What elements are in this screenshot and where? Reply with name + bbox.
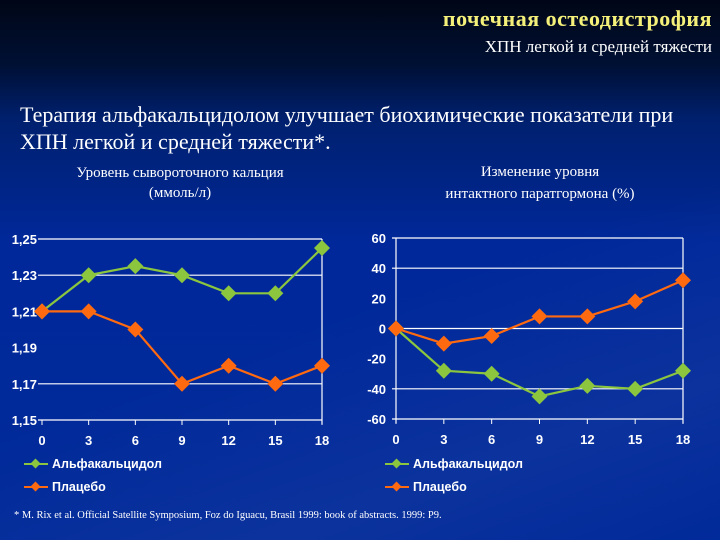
chart-title-pth: Изменение уровня интактного паратгормона… xyxy=(390,161,690,205)
x-tick-label: 3 xyxy=(85,433,92,448)
chart-pth: 60 40 20 0 -20 -40 -60 0 3 6 9 12 15 18 xyxy=(367,231,691,447)
x-tick-label: 15 xyxy=(628,432,642,447)
x-tick-label: 12 xyxy=(580,432,594,447)
y-tick-label: 1,23 xyxy=(12,268,37,283)
y-tick-label: 1,25 xyxy=(12,232,37,247)
legend-item-alfacalcidol: Альфакальцидол xyxy=(22,452,162,475)
legend-pth: Альфакальцидол Плацебо xyxy=(383,452,523,498)
legend-label: Альфакальцидол xyxy=(413,456,523,471)
y-tick-label: 20 xyxy=(372,291,386,306)
footnote: * M. Rix et al. Official Satellite Sympo… xyxy=(14,510,442,521)
legend-item-placebo: Плацебо xyxy=(383,475,523,498)
data-point-placebo xyxy=(388,320,404,337)
x-tick-label: 18 xyxy=(315,433,329,448)
data-point-alfacalcidol xyxy=(579,377,596,394)
chart-title-calcium: Уровень сывороточного кальция (ммоль/л) xyxy=(20,163,340,203)
slide-title: почечная остеодистрофия xyxy=(442,6,712,31)
legend-label: Альфакальцидол xyxy=(52,456,162,471)
legend-item-placebo: Плацебо xyxy=(22,475,162,498)
legend-marker-placebo xyxy=(22,481,50,493)
data-point-placebo xyxy=(267,375,284,392)
y-tick-label: -60 xyxy=(367,412,386,427)
data-point-alfacalcidol xyxy=(675,362,691,379)
data-point-alfacalcidol xyxy=(220,285,237,302)
headline: Терапия альфакальцидолом улучшает биохим… xyxy=(20,102,674,154)
legend-marker-placebo xyxy=(383,481,411,493)
series-line-placebo xyxy=(42,310,323,386)
x-tick-label: 0 xyxy=(392,432,399,447)
data-point-placebo xyxy=(483,328,500,345)
data-point-placebo xyxy=(435,335,452,352)
x-tick-label: 15 xyxy=(268,433,282,448)
y-tick-label: -40 xyxy=(367,382,386,397)
data-point-alfacalcidol xyxy=(314,240,330,257)
data-point-placebo xyxy=(174,375,190,392)
data-point-alfacalcidol xyxy=(435,362,452,379)
x-tick-label: 0 xyxy=(38,433,45,448)
legend-label: Плацебо xyxy=(52,479,106,494)
data-point-placebo xyxy=(127,321,144,338)
legend-marker-alfacalcidol xyxy=(383,458,411,470)
data-point-alfacalcidol xyxy=(483,365,500,382)
y-tick-label: 1,15 xyxy=(12,413,37,428)
data-point-placebo xyxy=(34,303,50,320)
x-tick-label: 12 xyxy=(221,433,235,448)
y-tick-label: 40 xyxy=(372,261,386,276)
chart-title-calcium-line2: (ммоль/л) xyxy=(148,185,212,201)
y-tick-label: 0 xyxy=(379,322,386,337)
data-point-placebo xyxy=(220,357,237,374)
x-tick-label: 18 xyxy=(676,432,690,447)
data-point-alfacalcidol xyxy=(627,380,644,397)
data-point-alfacalcidol xyxy=(80,267,97,284)
chart-title-calcium-line1: Уровень сывороточного кальция xyxy=(76,165,284,181)
y-tick-label: -20 xyxy=(367,352,386,367)
x-tick-label: 9 xyxy=(536,432,543,447)
data-point-placebo xyxy=(675,272,691,289)
data-point-alfacalcidol xyxy=(267,285,284,302)
x-tick-label: 6 xyxy=(132,433,139,448)
x-tick-label: 3 xyxy=(440,432,447,447)
data-point-placebo xyxy=(531,308,548,325)
data-point-alfacalcidol xyxy=(127,258,144,275)
legend-marker-alfacalcidol xyxy=(22,458,50,470)
data-point-placebo xyxy=(314,357,330,374)
chart-title-pth-line2: интактного паратгормона (%) xyxy=(445,186,635,202)
data-point-placebo xyxy=(579,308,596,325)
y-tick-label: 60 xyxy=(372,231,386,246)
y-tick-label: 1,21 xyxy=(12,304,37,319)
data-point-placebo xyxy=(80,303,97,320)
chart-title-pth-line1: Изменение уровня xyxy=(480,164,600,180)
y-tick-label: 1,19 xyxy=(12,341,37,356)
legend-item-alfacalcidol: Альфакальцидол xyxy=(383,452,523,475)
legend-label: Плацебо xyxy=(413,479,467,494)
data-point-placebo xyxy=(627,293,644,310)
data-point-alfacalcidol xyxy=(174,267,190,284)
x-tick-label: 9 xyxy=(178,433,185,448)
x-tick-label: 6 xyxy=(488,432,495,447)
slide-subtitle: ХПН легкой и средней тяжести xyxy=(484,37,712,56)
data-point-alfacalcidol xyxy=(531,388,548,405)
y-tick-label: 1,17 xyxy=(12,377,37,392)
legend-calcium: Альфакальцидол Плацебо xyxy=(22,452,162,498)
chart-calcium: 1,25 1,23 1,21 1,19 1,17 1,150 3 6 9 12 15 18 xyxy=(12,232,330,448)
